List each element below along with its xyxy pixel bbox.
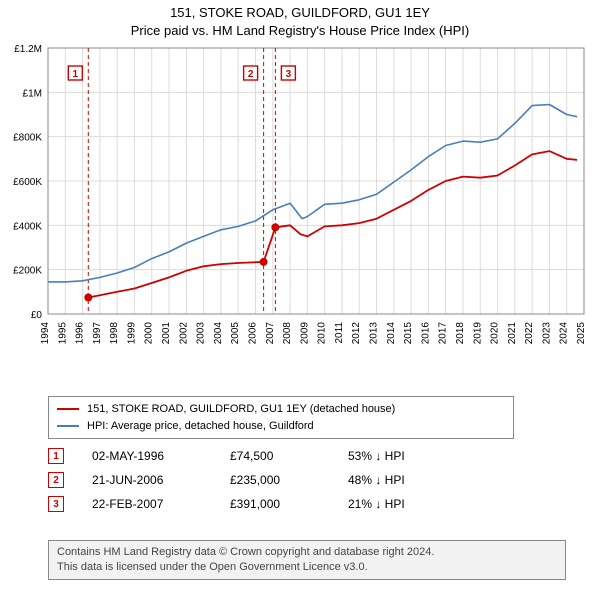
footer-line-2: This data is licensed under the Open Gov… (57, 560, 557, 575)
svg-text:£200K: £200K (13, 266, 42, 277)
svg-text:2017: 2017 (438, 322, 449, 345)
legend-box: 151, STOKE ROAD, GUILDFORD, GU1 1EY (det… (48, 396, 514, 439)
svg-text:2004: 2004 (213, 322, 224, 345)
event-price-2: £235,000 (230, 473, 320, 487)
svg-text:2023: 2023 (541, 322, 552, 345)
svg-text:2011: 2011 (334, 322, 345, 344)
legend-row-price: 151, STOKE ROAD, GUILDFORD, GU1 1EY (det… (57, 401, 505, 418)
svg-text:£400K: £400K (13, 221, 42, 232)
svg-text:2022: 2022 (524, 322, 535, 345)
svg-text:2014: 2014 (386, 322, 397, 345)
svg-text:2000: 2000 (144, 322, 155, 345)
svg-text:1999: 1999 (126, 322, 137, 345)
event-diff-2: 48% ↓ HPI (348, 473, 458, 487)
svg-text:2006: 2006 (247, 322, 258, 345)
svg-text:2010: 2010 (317, 322, 328, 345)
event-marker-1: 1 (48, 448, 64, 464)
event-marker-3: 3 (48, 496, 64, 512)
svg-text:£800K: £800K (13, 133, 42, 144)
svg-text:2009: 2009 (299, 322, 310, 345)
event-row-1: 1 02-MAY-1996 £74,500 53% ↓ HPI (48, 448, 458, 464)
event-diff-3: 21% ↓ HPI (348, 497, 458, 511)
svg-text:2003: 2003 (196, 322, 207, 345)
legend-label-hpi: HPI: Average price, detached house, Guil… (87, 418, 314, 435)
svg-text:1998: 1998 (109, 322, 120, 345)
svg-text:2002: 2002 (178, 322, 189, 345)
event-diff-1: 53% ↓ HPI (348, 449, 458, 463)
footer-box: Contains HM Land Registry data © Crown c… (48, 540, 566, 580)
event-date-1: 02-MAY-1996 (92, 449, 202, 463)
svg-text:2025: 2025 (576, 322, 587, 345)
svg-text:3: 3 (286, 69, 292, 80)
svg-text:£1M: £1M (23, 88, 42, 99)
events-table: 1 02-MAY-1996 £74,500 53% ↓ HPI 2 21-JUN… (48, 440, 458, 520)
event-marker-2: 2 (48, 472, 64, 488)
svg-text:2005: 2005 (230, 322, 241, 345)
svg-text:2024: 2024 (559, 322, 570, 345)
svg-text:1994: 1994 (40, 322, 51, 345)
svg-text:2020: 2020 (490, 322, 501, 345)
svg-text:2019: 2019 (472, 322, 483, 345)
svg-text:2013: 2013 (369, 322, 380, 345)
svg-text:2008: 2008 (282, 322, 293, 345)
title-line-1: 151, STOKE ROAD, GUILDFORD, GU1 1EY (0, 4, 600, 22)
svg-text:2: 2 (248, 69, 254, 80)
svg-text:1: 1 (73, 69, 79, 80)
event-row-3: 3 22-FEB-2007 £391,000 21% ↓ HPI (48, 496, 458, 512)
svg-text:1997: 1997 (92, 322, 103, 345)
svg-text:2021: 2021 (507, 322, 518, 345)
event-date-3: 22-FEB-2007 (92, 497, 202, 511)
event-row-2: 2 21-JUN-2006 £235,000 48% ↓ HPI (48, 472, 458, 488)
svg-text:1995: 1995 (57, 322, 68, 345)
event-price-3: £391,000 (230, 497, 320, 511)
title-line-2: Price paid vs. HM Land Registry's House … (0, 22, 600, 40)
svg-text:1996: 1996 (75, 322, 86, 345)
legend-row-hpi: HPI: Average price, detached house, Guil… (57, 418, 505, 435)
svg-text:2015: 2015 (403, 322, 414, 345)
svg-text:2001: 2001 (161, 322, 172, 345)
svg-text:2012: 2012 (351, 322, 362, 345)
legend-swatch-hpi (57, 425, 79, 427)
svg-text:2018: 2018 (455, 322, 466, 345)
legend-label-price: 151, STOKE ROAD, GUILDFORD, GU1 1EY (det… (87, 401, 395, 418)
svg-text:£0: £0 (31, 310, 43, 321)
event-date-2: 21-JUN-2006 (92, 473, 202, 487)
chart-svg: £0£200K£400K£600K£800K£1M£1.2M1994199519… (48, 44, 588, 354)
svg-text:£1.2M: £1.2M (14, 44, 42, 55)
svg-text:2007: 2007 (265, 322, 276, 345)
svg-text:£600K: £600K (13, 177, 42, 188)
title-block: 151, STOKE ROAD, GUILDFORD, GU1 1EY Pric… (0, 0, 600, 39)
legend-swatch-price (57, 408, 79, 410)
event-price-1: £74,500 (230, 449, 320, 463)
chart-container: 151, STOKE ROAD, GUILDFORD, GU1 1EY Pric… (0, 0, 600, 590)
svg-text:2016: 2016 (420, 322, 431, 345)
footer-line-1: Contains HM Land Registry data © Crown c… (57, 545, 557, 560)
